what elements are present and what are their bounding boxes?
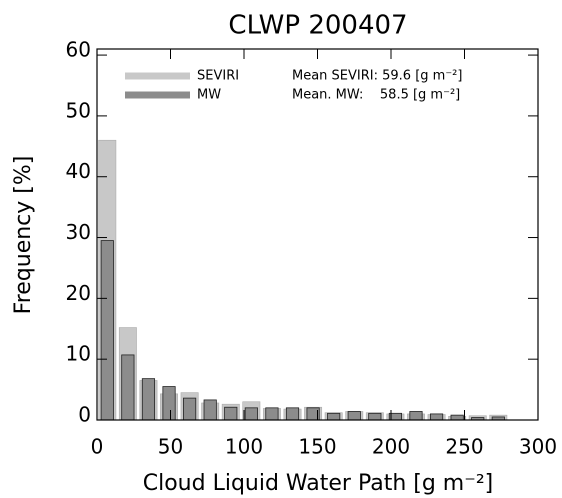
bar bbox=[368, 412, 382, 421]
bar bbox=[347, 411, 361, 421]
x-tick-label: 150 bbox=[298, 435, 336, 459]
y-tick-label: 0 bbox=[78, 403, 91, 427]
y-tick-label: 40 bbox=[66, 159, 91, 183]
x-tick-label: 100 bbox=[225, 435, 263, 459]
y-tick-label: 10 bbox=[66, 342, 91, 366]
annotation: Mean SEVIRI: 59.6 [g m⁻²] bbox=[292, 69, 462, 84]
bar bbox=[203, 399, 217, 421]
x-tick-label: 50 bbox=[158, 435, 183, 459]
bar bbox=[224, 406, 238, 421]
bar bbox=[265, 407, 279, 421]
bar bbox=[183, 397, 197, 421]
x-tick-label: 250 bbox=[445, 435, 483, 459]
x-tick-label: 300 bbox=[519, 435, 557, 459]
bar bbox=[244, 407, 258, 421]
bar bbox=[429, 413, 444, 421]
bar bbox=[285, 407, 300, 421]
bar bbox=[450, 414, 464, 421]
y-tick-label: 20 bbox=[66, 281, 91, 305]
y-tick-label: 50 bbox=[66, 98, 91, 122]
x-axis-label: Cloud Liquid Water Path [g m⁻²] bbox=[143, 471, 494, 496]
plot-frame bbox=[96, 48, 539, 421]
bar bbox=[409, 411, 423, 421]
y-tick-label: 30 bbox=[66, 220, 91, 244]
bar bbox=[162, 386, 176, 421]
legend-label: MW bbox=[197, 88, 221, 103]
x-tick-label: 200 bbox=[372, 435, 410, 459]
annotation: Mean. MW: 58.5 [g m⁻²] bbox=[292, 88, 460, 103]
bar bbox=[100, 240, 114, 421]
bar bbox=[121, 354, 135, 421]
x-tick-label: 0 bbox=[91, 435, 104, 459]
y-axis-label: Frequency [%] bbox=[11, 156, 36, 315]
bar bbox=[141, 378, 156, 421]
chart-title: CLWP 200407 bbox=[228, 11, 407, 41]
y-tick-label: 60 bbox=[66, 38, 91, 62]
bar bbox=[327, 412, 341, 421]
legend-label: SEVIRI bbox=[197, 69, 239, 84]
